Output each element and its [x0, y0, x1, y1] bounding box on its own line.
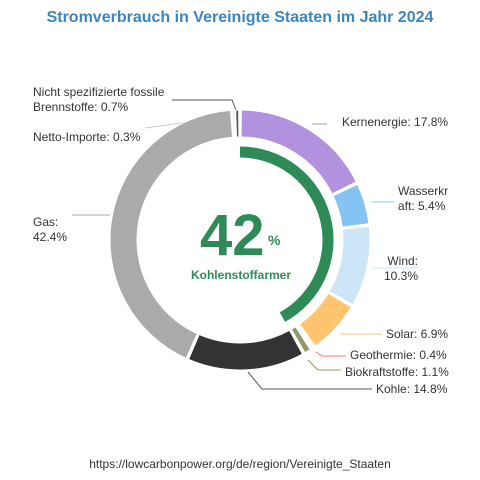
leader-line-nicht-spezifizierte-fossile-brennstoffe — [172, 99, 237, 111]
slice-label-line: Gas: — [33, 215, 59, 229]
slice-label-netto-importe: Netto-Importe: 0.3% — [33, 130, 140, 145]
slice-gas — [109, 109, 233, 359]
chart-title: Stromverbrauch in Vereinigte Staaten im … — [46, 9, 434, 26]
slice-label-wasserkraft: Wasserkr aft: 5.4% — [398, 184, 448, 214]
leader-line-geothermie — [315, 351, 346, 357]
slice-label-line: Biokraftstoffe: 1.1% — [345, 365, 449, 379]
slice-kernenergie — [240, 109, 357, 195]
source-url: https://lowcarbonpower.org/de/region/Ver… — [89, 457, 391, 471]
slice-solar — [299, 292, 352, 347]
slice-netto-importe — [231, 109, 236, 138]
slice-wind — [328, 225, 371, 306]
slice-label-gas: Gas: 42.4% — [33, 215, 67, 245]
slice-label-line: Wind: — [387, 254, 419, 268]
slice-kohle — [188, 329, 303, 371]
low-carbon-share-label: Kohlenstoffarmer — [190, 268, 291, 282]
slice-label-line: 10.3% — [384, 269, 419, 283]
leader-line-biokraftstoffe — [307, 359, 341, 371]
slice-label-kohle: Kohle: 14.8% — [376, 382, 447, 397]
slice-label-line: Kernenergie: 17.8% — [342, 115, 449, 129]
slice-wasserkraft — [332, 183, 370, 228]
slice-nicht-spezifizierte-fossile-brennstoffe — [235, 109, 240, 138]
slice-label-line: Solar: 6.9% — [386, 327, 449, 341]
slice-geothermie — [296, 324, 314, 349]
slice-label-line: Wasserkr — [398, 184, 449, 198]
slice-biokraftstoffe — [290, 326, 311, 354]
slice-label-line: Netto-Importe: 0.3% — [33, 130, 141, 144]
slice-label-kernenergie: Kernenergie: 17.8% — [342, 115, 448, 130]
slice-label-geothermie: Geothermie: 0.4% — [350, 348, 447, 363]
slice-label-line: Brennstoffe: 0.7% — [33, 100, 129, 114]
slice-label-nicht-spezifizierte-fossile-brennstoffe: Nicht spezifizierte fossile Brennstoffe: … — [33, 85, 164, 115]
slice-label-line: Kohle: 14.8% — [376, 382, 448, 396]
low-carbon-share-value: 42 — [200, 203, 265, 268]
leader-line-kohle — [247, 371, 372, 390]
slice-label-solar: Solar: 6.9% — [386, 327, 448, 342]
slice-label-biokraftstoffe: Biokraftstoffe: 1.1% — [345, 365, 449, 380]
slice-label-line: 42.4% — [33, 230, 68, 244]
low-carbon-progress-arc — [239, 146, 334, 322]
slice-label-line: aft: 5.4% — [398, 199, 446, 213]
slice-label-line: Geothermie: 0.4% — [350, 348, 447, 362]
slice-label-wind: Wind: 10.3% — [384, 254, 418, 284]
slice-label-line: Nicht spezifizierte fossile — [33, 85, 165, 99]
low-carbon-share-unit: % — [268, 232, 281, 248]
